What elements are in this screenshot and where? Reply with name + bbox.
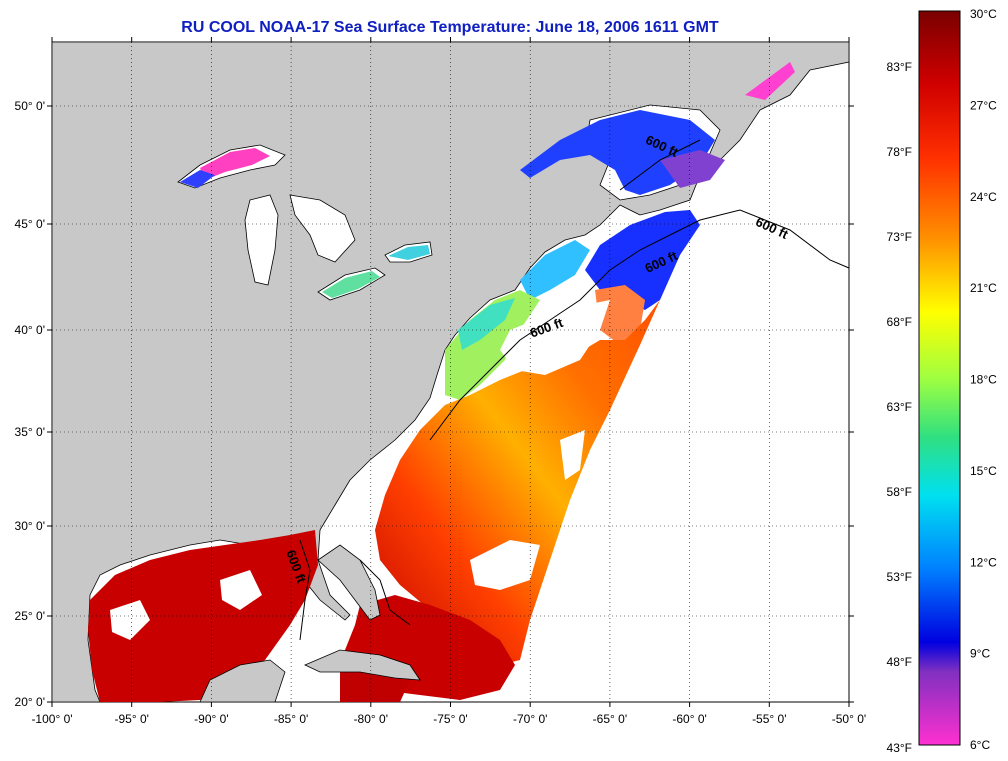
lat-label: 25° 0' xyxy=(15,609,45,623)
latitude-labels: 50° 0' 45° 0' 40° 0' 35° 0' 30° 0' 25° 0' 20° … xyxy=(15,99,854,709)
lon-label: -100° 0' xyxy=(31,712,72,726)
graticule xyxy=(52,42,849,702)
sst-mid-atlantic-shelf xyxy=(445,290,540,400)
sst-lake-erie xyxy=(322,271,380,298)
lon-label: -60° 0' xyxy=(672,712,706,726)
sst-gulf-purple xyxy=(660,150,725,188)
cloud-gap-3 xyxy=(560,430,585,480)
gulf-cloud-2 xyxy=(220,570,262,610)
sst-lake-superior-blue xyxy=(180,170,215,188)
lon-label: -65° 0' xyxy=(593,712,627,726)
colorbar-fahrenheit-label: 78°F xyxy=(887,145,912,159)
cloud-gap-2 xyxy=(470,540,540,590)
map-title: RU COOL NOAA-17 Sea Surface Temperature:… xyxy=(181,19,719,36)
colorbar xyxy=(918,10,961,746)
colorbar-fahrenheit-label: 58°F xyxy=(887,485,912,499)
lon-label: -70° 0' xyxy=(513,712,547,726)
lat-label: 50° 0' xyxy=(15,99,45,113)
lon-label: -85° 0' xyxy=(274,712,308,726)
lon-label: -50° 0' xyxy=(832,712,866,726)
lake-michigan xyxy=(244,194,279,286)
sst-st-lawrence xyxy=(520,110,715,195)
lon-label: -80° 0' xyxy=(354,712,388,726)
sst-nj-cyan xyxy=(458,298,515,350)
lat-label: 35° 0' xyxy=(15,425,45,439)
cloud-gap-1 xyxy=(500,300,610,375)
colorbar-celsius-labels: 30°C 27°C 24°C 21°C 18°C 15°C 12°C 9°C 6°C xyxy=(970,7,997,752)
colorbar-fahrenheit-label: 73°F xyxy=(887,230,912,244)
colorbar-celsius-label: 15°C xyxy=(970,464,997,478)
lon-label: -75° 0' xyxy=(433,712,467,726)
lon-label: -90° 0' xyxy=(194,712,228,726)
lat-label: 40° 0' xyxy=(15,323,45,337)
colorbar-celsius-label: 21°C xyxy=(970,281,997,295)
colorbar-celsius-label: 9°C xyxy=(970,647,990,661)
sst-labrador-pink xyxy=(745,62,795,100)
colorbar-fahrenheit-label: 63°F xyxy=(887,400,912,414)
yucatan xyxy=(199,659,286,703)
colorbar-fahrenheit-label: 83°F xyxy=(887,60,912,74)
sst-atlantic-swath xyxy=(375,300,660,665)
colorbar-celsius-label: 12°C xyxy=(970,555,997,569)
colorbar-celsius-label: 30°C xyxy=(970,7,997,21)
colorbar-celsius-label: 24°C xyxy=(970,190,997,204)
florida xyxy=(317,544,381,621)
colorbar-fahrenheit-label: 53°F xyxy=(887,570,912,584)
gulf-cloud-1 xyxy=(110,600,150,640)
colorbar-fahrenheit-label: 48°F xyxy=(887,655,912,669)
lon-label: -55° 0' xyxy=(752,712,786,726)
lat-label: 45° 0' xyxy=(15,217,45,231)
sst-gulf-of-mexico xyxy=(88,530,318,702)
colorbar-celsius-label: 6°C xyxy=(970,738,990,752)
sst-lake-superior xyxy=(200,148,270,180)
lat-label: 20° 0' xyxy=(15,695,45,709)
lake-huron xyxy=(289,194,356,263)
isobath-600ft-line xyxy=(299,139,850,641)
cuba xyxy=(304,649,421,681)
sst-gulf-of-maine xyxy=(585,210,700,310)
lat-label: 30° 0' xyxy=(15,519,45,533)
sst-lake-ontario xyxy=(388,245,430,260)
colorbar-celsius-label: 27°C xyxy=(970,98,997,112)
longitude-labels: -100° 0' -95° 0' -90° 0' -85° 0' -80° 0' -75°… xyxy=(31,37,866,726)
colorbar-fahrenheit-labels: 83°F 78°F 73°F 68°F 63°F 58°F 53°F 48°F 43°F xyxy=(887,60,912,755)
colorbar-fahrenheit-label: 43°F xyxy=(887,741,912,755)
sst-maine-coastal xyxy=(520,240,590,300)
colorbar-celsius-label: 18°C xyxy=(970,373,997,387)
lon-label: -95° 0' xyxy=(114,712,148,726)
colorbar-fahrenheit-label: 68°F xyxy=(887,315,912,329)
